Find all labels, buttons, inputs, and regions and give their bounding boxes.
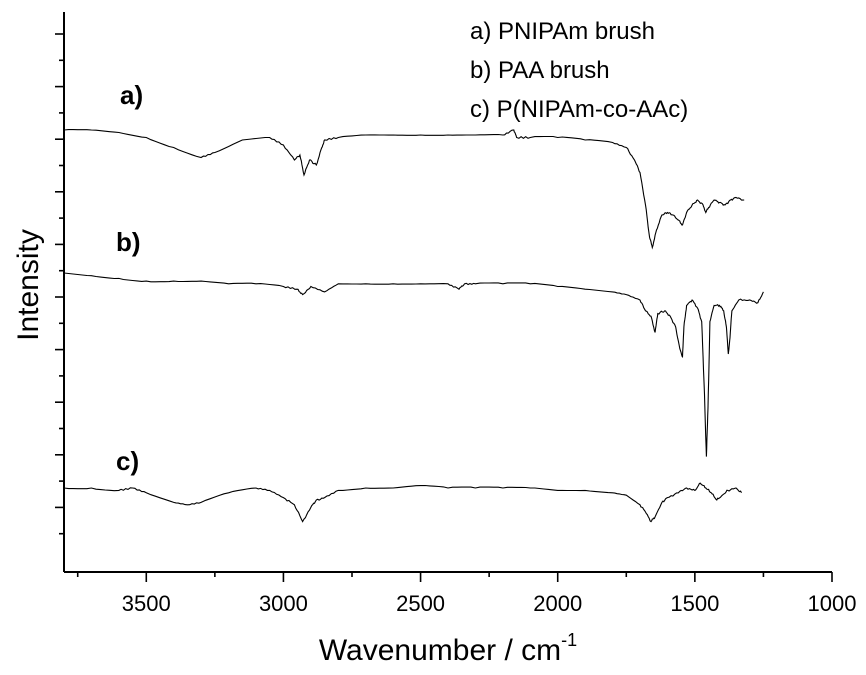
plot-frame: [63, 12, 832, 573]
x-axis-title: Wavenumber / cm-1: [319, 630, 577, 667]
x-axis-title-text: Wavenumber / cm: [319, 634, 561, 667]
series-label-a: a): [120, 80, 143, 110]
series-label-c: c): [116, 446, 139, 476]
series-label-b: b): [116, 227, 141, 257]
y-axis-title: Intensity: [12, 229, 45, 341]
x-tick-label: 3000: [259, 591, 308, 616]
x-tick-label: 1000: [808, 591, 857, 616]
legend-entry-b: b) PAA brush: [470, 57, 610, 84]
x-tick-label: 2000: [533, 591, 582, 616]
legend-entry-a: a) PNIPAm brush: [470, 18, 655, 45]
series-labels: a) b) c): [116, 80, 143, 476]
legend: a) PNIPAm brush b) PAA brush c) P(NIPAm-…: [470, 18, 688, 123]
x-tick-label: 3500: [122, 591, 171, 616]
legend-entry-c: c) P(NIPAm-co-AAc): [470, 96, 688, 123]
x-tick-label: 1500: [670, 591, 719, 616]
x-axis-title-superscript: -1: [561, 630, 577, 650]
series-group: [63, 129, 764, 523]
x-tick-label: 2500: [396, 591, 445, 616]
x-axis-ticks: 3500 3000 2500 2000 1500 1000: [76, 572, 857, 616]
series-line-c: [63, 482, 742, 523]
series-line-b: [63, 272, 764, 457]
series-line-a: [63, 129, 745, 250]
y-axis-ticks: [55, 33, 64, 535]
